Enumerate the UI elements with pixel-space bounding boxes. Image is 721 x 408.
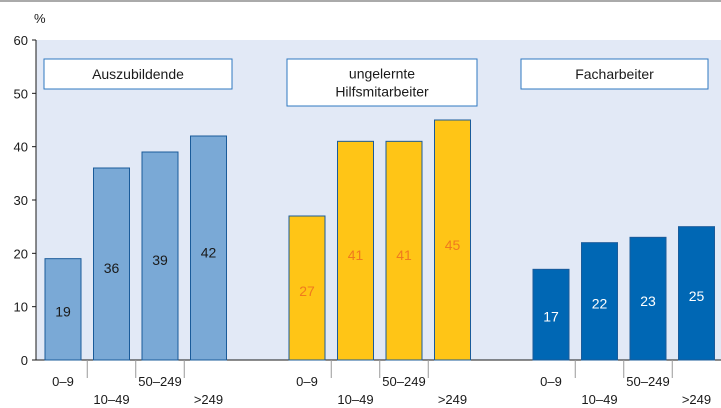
bar-value-label: 39 [152,252,168,268]
group-label-box [43,58,233,90]
x-tick-label: 0–9 [540,374,562,389]
x-tick-label: 0–9 [52,374,74,389]
y-axis-unit: % [34,11,46,26]
x-tick-label: 10–49 [581,392,617,407]
bar-value-label: 36 [104,260,120,276]
bar-value-label: 23 [640,293,656,309]
x-tick-label: >249 [682,392,711,407]
bar [532,268,570,361]
bar-value-label: 45 [445,237,461,253]
y-tick-label: 50 [14,86,28,101]
y-tick-label: 40 [14,140,28,155]
group-label-box [286,58,478,107]
bar-value-label: 27 [299,283,315,299]
y-tick-label: 30 [14,193,28,208]
group-labels: Auszubildende ungelernte Hilfsmitarbeiter F… [43,58,709,107]
bar [190,135,227,361]
x-tick-label: 50–249 [382,374,425,389]
y-tick-label: 60 [14,33,28,48]
bar [434,119,471,361]
bar [678,226,715,361]
x-tick-label: 0–9 [296,374,318,389]
group-label-box [520,58,709,90]
bar-value-label: 42 [201,244,217,260]
bar-value-label: 19 [55,303,71,319]
bar [93,167,130,361]
y-tick-label: 0 [21,353,28,368]
bar-value-label: 41 [348,247,364,263]
bar [629,236,667,361]
group-label: ungelernte [349,66,415,82]
bar [288,215,326,361]
x-tick-label: >249 [194,392,223,407]
group-label: Facharbeiter [575,66,654,82]
bar-value-label: 22 [592,296,608,312]
bar [385,140,423,361]
x-tick-label: >249 [438,392,467,407]
bar-series: 19 36 39 42 27 41 41 45 17 22 23 25 [44,119,715,361]
x-tick-label: 10–49 [93,392,129,407]
bar [337,140,374,361]
x-axis: 0–9 10–49 50–249 >249 0–9 10–49 50–249 >249 0–9 1… [52,360,711,407]
group-label: Hilfsmitarbeiter [335,84,429,100]
bar [44,258,82,361]
bar-value-label: 25 [689,288,705,304]
bar [581,242,618,361]
y-tick-label: 20 [14,246,28,261]
y-tick-label: 10 [14,300,28,315]
bar-value-label: 41 [396,247,412,263]
x-tick-label: 50–249 [626,374,669,389]
bar-value-label: 17 [543,308,559,324]
x-tick-label: 50–249 [138,374,181,389]
bar [141,151,179,361]
x-tick-label: 10–49 [337,392,373,407]
group-label: Auszubildende [92,66,184,82]
